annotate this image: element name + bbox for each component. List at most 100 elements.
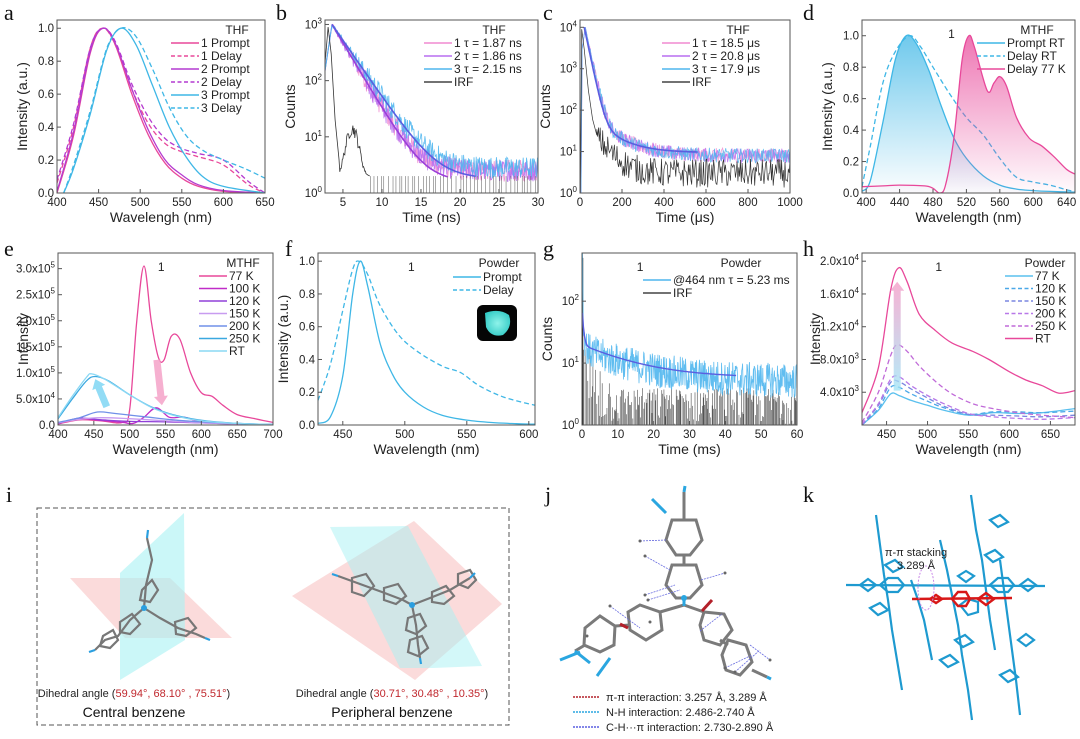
panel-label-e: e (4, 236, 14, 261)
legend-title: THF (225, 23, 248, 37)
y-tick-label: 0.8 (843, 62, 859, 74)
series-line-3-prompt (63, 27, 265, 193)
x-tick-label: 480 (923, 197, 942, 209)
legend-label-irf: IRF (673, 286, 692, 300)
y-tick-label: 0.6 (299, 322, 315, 334)
y-tick-label: 100 (560, 185, 578, 200)
y-tick-label: 100 (562, 417, 580, 432)
dihedral-angle-peripheral: Dihedral angle (30.71°, 30.48° , 10.35°) (296, 688, 488, 700)
sample-annotation: 1 (637, 260, 644, 274)
y-tick-label: 101 (305, 129, 323, 144)
y-axis-label: Counts (282, 84, 298, 128)
stack-3 (969, 494, 997, 651)
plot-area (580, 27, 790, 193)
legend-nh: N-H interaction: 2.486-2.740 Å (606, 706, 755, 719)
y-tick-label: 101 (560, 144, 578, 159)
x-tick-label: 450 (877, 429, 896, 441)
x-tick-label: 600 (696, 197, 715, 209)
shift-arrow-0 (92, 379, 110, 409)
chart-e: 400 450 500 550 600 650 700 0.0 5.0x104 1.0x105 1.… (15, 252, 283, 457)
legend-label-77-k: 77 K (229, 269, 254, 283)
series-line-delay (318, 260, 535, 406)
x-tick-label: 550 (172, 197, 191, 209)
plot-frame (861, 19, 1076, 194)
stack-4 (998, 559, 1022, 716)
x-tick-label: 20 (647, 429, 660, 441)
legend-label-prompt-rt: Prompt RT (1007, 36, 1065, 50)
dihedral-prefix: Dihedral angle ( (296, 688, 374, 700)
y-tick-label: 2.0x104 (820, 253, 860, 268)
legend-label-464-nm-5-23-ms: @464 nm τ = 5.23 ms (673, 273, 790, 287)
x-tick-label: 10 (376, 197, 389, 209)
x-tick-label: 400 (47, 197, 66, 209)
stack-1 (874, 514, 904, 691)
x-axis-label: Wavelength (nm) (915, 441, 1021, 457)
y-tick-label: 0.8 (38, 56, 54, 68)
legend-label-1-1-87-ns: 1 τ = 1.87 ns (454, 36, 522, 50)
molecule-central-benzene (70, 513, 232, 680)
y-tick-label: 101 (562, 355, 580, 370)
dihedral-prefix: Dihedral angle ( (38, 688, 116, 700)
plot-area (58, 265, 273, 425)
fit-curve-0 (331, 23, 448, 178)
y-tick-label: 1.6x104 (820, 286, 860, 301)
dihedral-angle-central: Dihedral angle (59.94°, 68.10° , 75.51°) (38, 688, 230, 700)
y-tick-label: 0.0 (38, 188, 54, 200)
legend-title: Powder (1025, 256, 1066, 270)
chart-c: 0 200 400 600 800 1000 100 101 102 103 104 Time (μs… (537, 19, 803, 225)
legend-label-3-17-9-s: 3 τ = 17.9 μs (692, 62, 760, 76)
x-tick-label: 25 (493, 197, 506, 209)
legend-label-3-2-15-ns: 3 τ = 2.15 ns (454, 62, 522, 76)
y-tick-label: 0.0 (843, 188, 859, 200)
y-tick-label: 1.2x104 (820, 319, 860, 334)
legend-label-150-k: 150 K (1035, 294, 1066, 308)
pi-pi-marks (619, 598, 714, 630)
y-axis-label: Intensity (807, 313, 823, 365)
x-axis-label: Time (μs) (656, 209, 715, 225)
y-tick-label: 103 (305, 16, 323, 31)
x-tick-label: 1000 (777, 197, 803, 209)
x-tick-label: 550 (457, 429, 476, 441)
y-tick-label: 0.2 (38, 155, 54, 167)
sample-annotation: 1 (935, 260, 942, 274)
x-tick-label: 600 (1000, 429, 1019, 441)
plot-area (57, 27, 265, 193)
series-2-1-86-ns (331, 25, 538, 183)
legend-label-rt: RT (1035, 332, 1051, 346)
legend-label-200-k: 200 K (229, 319, 260, 333)
stack-5 (909, 579, 934, 661)
rise-3-2-15-ns (325, 24, 333, 71)
caption-central-benzene: Central benzene (83, 704, 186, 720)
y-tick-label: 2.5x105 (16, 287, 56, 302)
x-tick-label: 400 (857, 197, 876, 209)
stacking-label: π-π stacking (885, 547, 947, 559)
x-tick-label: 650 (255, 197, 274, 209)
caption-peripheral-benzene: Peripheral benzene (331, 704, 453, 720)
x-tick-label: 500 (918, 429, 937, 441)
panel-label-a: a (4, 0, 14, 25)
y-tick-label: 0.0 (299, 420, 315, 432)
legend-label-2-prompt: 2 Prompt (201, 62, 250, 76)
legend-label-3-delay: 3 Delay (201, 101, 242, 115)
x-tick-label: 400 (48, 429, 67, 441)
x-tick-label: 450 (89, 197, 108, 209)
y-tick-label: 102 (305, 73, 323, 88)
y-tick-label: 1.0x105 (16, 365, 56, 380)
series-irf (580, 29, 790, 193)
y-tick-label: 8.0x103 (820, 351, 860, 366)
x-tick-label: 450 (84, 429, 103, 441)
plot-frame (56, 19, 266, 194)
panel-label-h: h (803, 236, 814, 261)
stacking-ellipse (917, 565, 935, 611)
y-tick-label: 0.6 (843, 94, 859, 106)
legend-label-3-prompt: 3 Prompt (201, 88, 250, 102)
crystal-stacks (845, 494, 1046, 721)
x-tick-label: 20 (454, 197, 467, 209)
panel-i: Dihedral angle (59.94°, 68.10° , 75.51°)… (36, 507, 510, 726)
interaction-legend: π-π interaction: 3.257 Å, 3.289 Å N-H in… (573, 691, 774, 734)
series-fill-prompt-rt (862, 34, 1075, 193)
x-tick-label: 600 (214, 197, 233, 209)
chart-a: 400 450 500 550 600 650 0.0 0.2 0.4 0.6 0.8 1.0 Wave… (14, 19, 275, 225)
y-tick-label: 4.0x103 (820, 384, 860, 399)
